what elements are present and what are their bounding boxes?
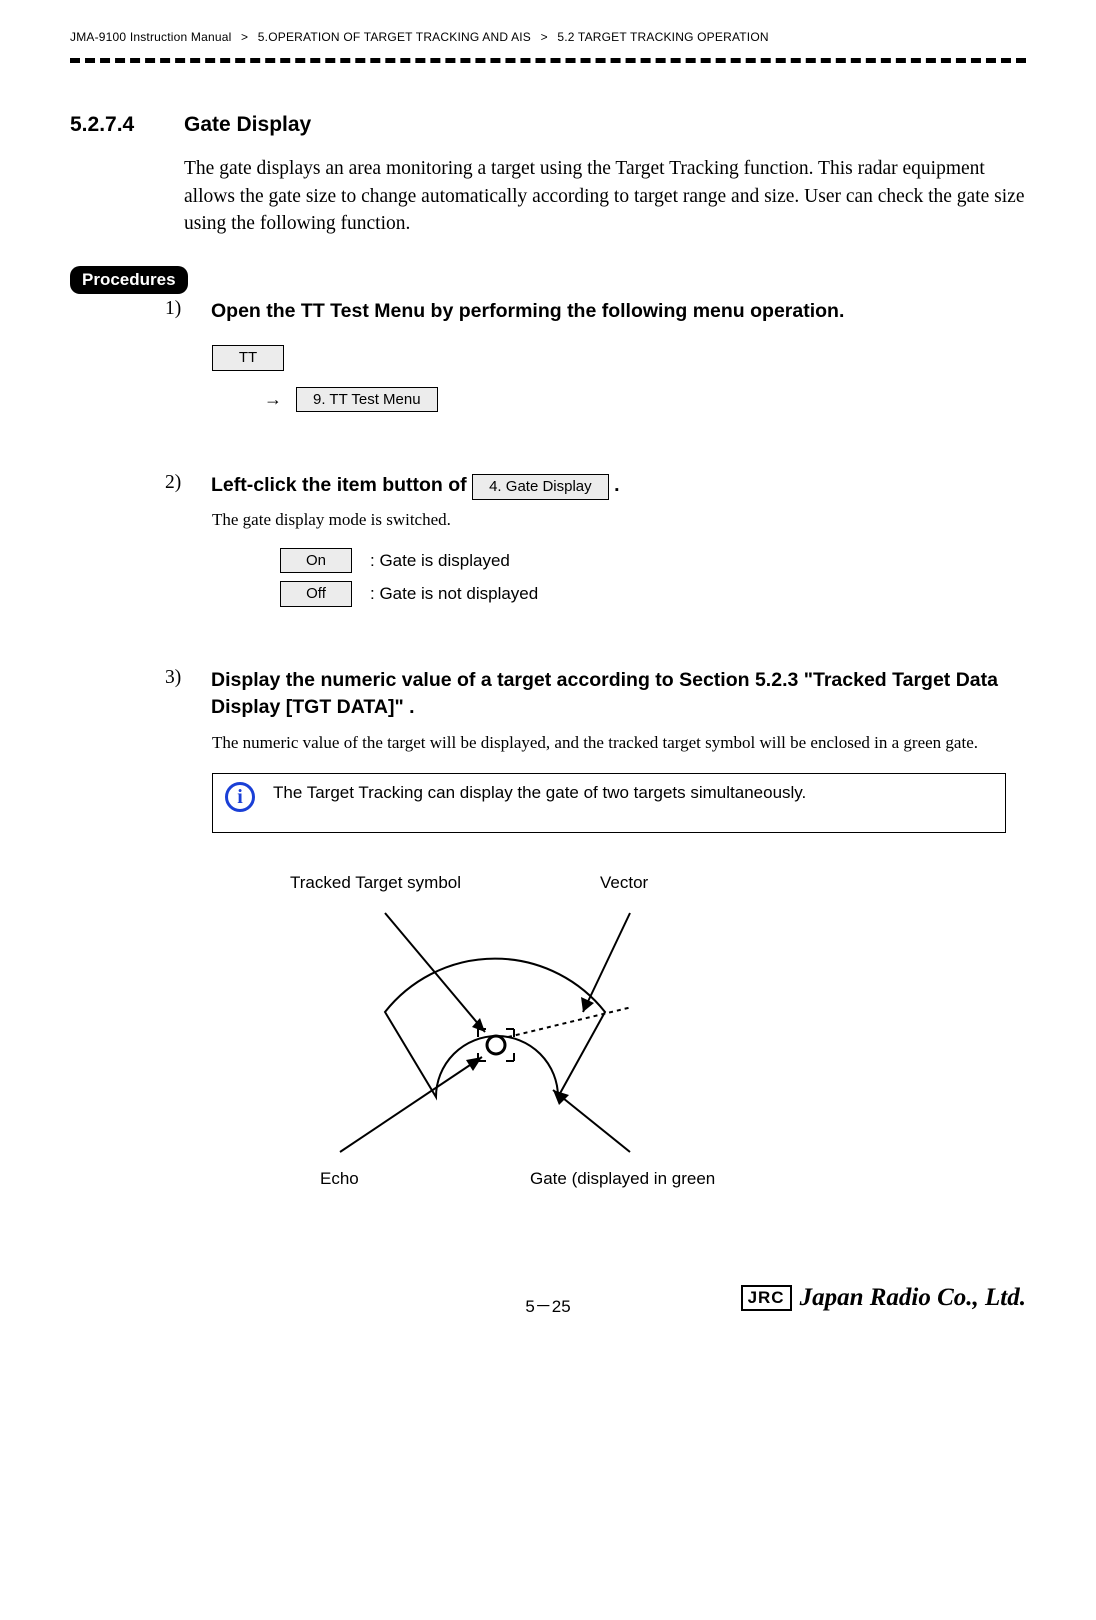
step-body-text: The numeric value of the target will be …: [212, 731, 1026, 755]
page-footer: 5－25 JRC Japan Radio Co., Ltd.: [70, 1292, 1026, 1342]
arrow-icon: →: [264, 389, 282, 410]
procedure-step-2: 2) Left-click the item button of 4. Gate…: [165, 472, 1026, 500]
option-row-off: Off : Gate is not displayed: [280, 581, 1026, 607]
off-button[interactable]: Off: [280, 581, 352, 607]
step-title-post: .: [614, 474, 619, 496]
company-name: Japan Radio Co., Ltd.: [800, 1284, 1026, 1312]
breadcrumb: JMA-9100 Instruction Manual > 5.OPERATIO…: [70, 30, 1026, 44]
option-description: : Gate is not displayed: [370, 584, 538, 604]
option-row-on: On : Gate is displayed: [280, 548, 1026, 574]
label-tracked-target: Tracked Target symbol: [290, 873, 461, 893]
procedure-step-1: 1) Open the TT Test Menu by performing t…: [165, 298, 1026, 325]
step-title: Display the numeric value of a target ac…: [211, 667, 1026, 722]
section-title: Gate Display: [184, 113, 311, 137]
info-text: The Target Tracking can display the gate…: [273, 782, 806, 805]
menu-navigation: TT → 9. TT Test Menu: [212, 345, 1026, 412]
gate-display-button[interactable]: 4. Gate Display: [472, 474, 609, 500]
section-heading: 5.2.7.4 Gate Display: [70, 113, 1026, 137]
step-number: 1): [165, 298, 193, 325]
section-number: 5.2.7.4: [70, 113, 156, 137]
option-description: : Gate is displayed: [370, 551, 510, 571]
step-number: 3): [165, 667, 193, 722]
step-body-text: The gate display mode is switched.: [212, 510, 1026, 530]
breadcrumb-part-3: 5.2 TARGET TRACKING OPERATION: [557, 30, 768, 44]
label-echo: Echo: [320, 1169, 359, 1189]
info-icon: i: [225, 782, 255, 812]
intro-paragraph: The gate displays an area monitoring a t…: [184, 155, 1026, 238]
tt-button[interactable]: TT: [212, 345, 284, 371]
procedure-step-3: 3) Display the numeric value of a target…: [165, 667, 1026, 722]
info-callout: i The Target Tracking can display the ga…: [212, 773, 1006, 833]
jrc-logo: JRC: [741, 1285, 792, 1311]
breadcrumb-separator: >: [541, 30, 548, 44]
breadcrumb-separator: >: [241, 30, 248, 44]
divider-dashed: [70, 58, 1026, 63]
breadcrumb-part-2: 5.OPERATION OF TARGET TRACKING AND AIS: [258, 30, 531, 44]
step-title: Open the TT Test Menu by performing the …: [211, 298, 844, 325]
on-button[interactable]: On: [280, 548, 352, 574]
company-branding: JRC Japan Radio Co., Ltd.: [741, 1284, 1026, 1312]
step-number: 2): [165, 472, 193, 500]
label-vector: Vector: [600, 873, 648, 893]
gate-diagram: Tracked Target symbol Vector Echo Gate (…: [260, 873, 820, 1182]
step-title-pre: Left-click the item button of: [211, 474, 472, 496]
page-number: 5－25: [525, 1292, 570, 1317]
breadcrumb-part-1: JMA-9100 Instruction Manual: [70, 30, 231, 44]
tt-test-menu-button[interactable]: 9. TT Test Menu: [296, 387, 438, 413]
diagram-svg: [260, 897, 820, 1177]
label-gate: Gate (displayed in green: [530, 1169, 715, 1189]
step-title: Left-click the item button of 4. Gate Di…: [211, 472, 619, 500]
procedures-badge: Procedures: [70, 266, 188, 294]
